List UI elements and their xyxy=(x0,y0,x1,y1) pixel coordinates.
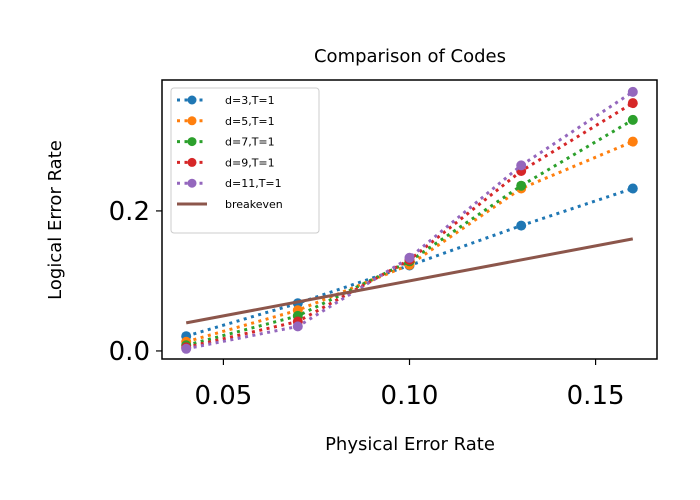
legend-label: d=7,T=1 xyxy=(225,136,275,149)
legend-label: d=5,T=1 xyxy=(225,115,275,128)
x-tick-label: 0.15 xyxy=(567,381,625,411)
series-5 xyxy=(185,237,634,325)
series-line-1 xyxy=(185,140,634,344)
series-line-5 xyxy=(185,237,634,325)
x-axis-label: Physical Error Rate xyxy=(325,434,495,455)
series-4 xyxy=(181,86,638,354)
legend-entry-2: d=7,T=1 xyxy=(177,136,275,149)
chart-title: Comparison of Codes xyxy=(314,46,506,67)
legend-entry-1: d=5,T=1 xyxy=(177,115,275,128)
data-point xyxy=(516,160,527,171)
legend-entry-3: d=9,T=1 xyxy=(177,156,275,169)
data-point xyxy=(516,180,527,191)
legend-entry-5: breakeven xyxy=(177,198,283,211)
legend-entry-4: d=11,T=1 xyxy=(177,177,282,190)
y-tick-label: 0.2 xyxy=(109,197,150,227)
data-point xyxy=(627,114,638,125)
axis-layer: 0.05 0.10 0.15 0.0 0.2 xyxy=(109,197,625,411)
series-layer xyxy=(181,86,638,354)
legend-marker xyxy=(187,116,197,126)
legend-marker xyxy=(187,95,197,105)
legend-label: d=3,T=1 xyxy=(225,94,275,107)
series-line-2 xyxy=(185,118,634,347)
data-point xyxy=(627,136,638,147)
data-point xyxy=(404,252,415,263)
x-tick-label: 0.10 xyxy=(381,381,439,411)
data-point xyxy=(181,343,192,354)
legend-label: breakeven xyxy=(225,198,283,211)
legend-frame xyxy=(170,87,320,234)
legend-label: d=9,T=1 xyxy=(225,156,275,169)
legend-label: d=11,T=1 xyxy=(225,177,282,190)
legend-marker xyxy=(187,157,197,167)
data-point xyxy=(627,98,638,109)
legend-entry-0: d=3,T=1 xyxy=(177,94,275,107)
data-point xyxy=(516,220,527,231)
series-line-4 xyxy=(185,90,634,351)
data-point xyxy=(292,321,303,332)
legend-marker xyxy=(187,137,197,147)
data-point xyxy=(627,183,638,194)
legend-marker xyxy=(187,178,197,188)
x-tick-label: 0.05 xyxy=(194,381,252,411)
legend: d=3,T=1 d=5,T=1 d=7,T=1 d=9,T=1 d=11,T=1 brea… xyxy=(170,87,320,234)
y-axis-label: Logical Error Rate xyxy=(45,140,66,300)
y-tick-label: 0.0 xyxy=(109,337,150,367)
data-point xyxy=(627,86,638,97)
